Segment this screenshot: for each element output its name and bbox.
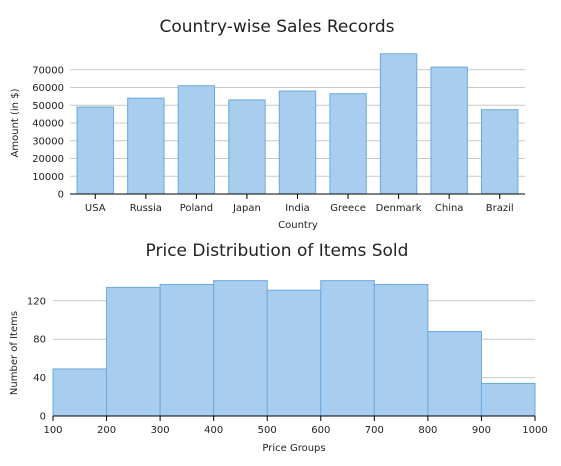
- price-bar: [213, 280, 268, 417]
- sales-x-tick-label: Denmark: [376, 203, 422, 214]
- price-x-tick-label: 100: [43, 425, 62, 436]
- sales-bar: [177, 85, 216, 195]
- sales-y-tick-label: 60000: [32, 83, 64, 94]
- sales-x-tick-label: Poland: [180, 203, 213, 214]
- price-bar: [159, 283, 215, 417]
- sales-chart: Country-wise Sales Records 0 10000 20000 30…: [10, 17, 525, 231]
- price-bar: [106, 286, 161, 417]
- price-x-tick-label: 1000: [522, 425, 547, 436]
- price-x-tick-label: 400: [204, 425, 223, 436]
- price-y-tick-label: 40: [33, 373, 46, 384]
- sales-x-tick-label: Japan: [232, 203, 261, 214]
- price-bar: [373, 283, 429, 417]
- sales-y-tick-label: 40000: [32, 119, 64, 130]
- price-x-tick-label: 800: [418, 425, 437, 436]
- sales-y-tick-label: 70000: [32, 65, 64, 76]
- sales-y-tick-label: 30000: [32, 136, 64, 147]
- price-x-tick-label: 600: [311, 425, 330, 436]
- price-x-tick-label: 500: [258, 425, 277, 436]
- sales-x-tick-label: Brazil: [486, 203, 514, 214]
- sales-y-tick-label: 20000: [32, 154, 64, 165]
- sales-bar: [329, 93, 367, 195]
- sales-bar: [430, 66, 468, 195]
- sales-x-tick-label: China: [435, 203, 464, 214]
- price-bar: [320, 280, 375, 417]
- sales-bar: [278, 90, 317, 195]
- sales-x-axis-label: Country: [278, 220, 318, 231]
- sales-bar: [127, 97, 165, 195]
- price-x-ticks: 100 200 300 400 500 600 700 800 900 1000: [43, 416, 548, 436]
- price-y-tick-label: 0: [40, 412, 46, 423]
- sales-y-tick-label: 0: [58, 190, 64, 201]
- sales-chart-title: Country-wise Sales Records: [160, 17, 395, 37]
- price-y-axis-label: Number of Items: [9, 311, 20, 395]
- sales-x-tick-label: USA: [85, 203, 106, 214]
- price-y-tick-label: 80: [33, 335, 46, 346]
- sales-bar: [379, 53, 418, 195]
- price-bar: [427, 331, 482, 417]
- sales-x-tick-label: Russia: [130, 203, 162, 214]
- price-bar: [480, 382, 536, 417]
- sales-bar: [481, 109, 519, 195]
- sales-y-tick-label: 10000: [32, 172, 64, 183]
- price-chart: Price Distribution of Items Sold 0 40 80 12…: [9, 241, 548, 454]
- price-x-tick-label: 900: [472, 425, 491, 436]
- price-x-tick-label: 300: [151, 425, 170, 436]
- sales-bar: [76, 106, 114, 195]
- sales-x-tick-label: India: [285, 203, 310, 214]
- sales-y-axis-label: Amount (in $): [10, 88, 21, 157]
- price-chart-title: Price Distribution of Items Sold: [146, 241, 409, 261]
- price-x-axis-label: Price Groups: [262, 443, 325, 454]
- price-y-tick-label: 120: [27, 296, 46, 307]
- sales-x-tick-label: Greece: [330, 203, 366, 214]
- price-bar: [52, 368, 108, 417]
- price-x-tick-label: 700: [365, 425, 384, 436]
- sales-x-ticks: USA Russia Poland Japan India Greece Denmark Ch…: [85, 194, 514, 214]
- price-x-tick-label: 200: [97, 425, 116, 436]
- sales-bars: [76, 53, 519, 195]
- price-y-ticks: 0 40 80 120: [27, 296, 46, 422]
- sales-bar: [228, 99, 266, 195]
- price-bars: [52, 280, 536, 417]
- price-bar: [266, 289, 322, 417]
- sales-y-tick-label: 50000: [32, 101, 64, 112]
- sales-y-ticks: 0 10000 20000 30000 40000 50000 60000 70000: [32, 65, 64, 200]
